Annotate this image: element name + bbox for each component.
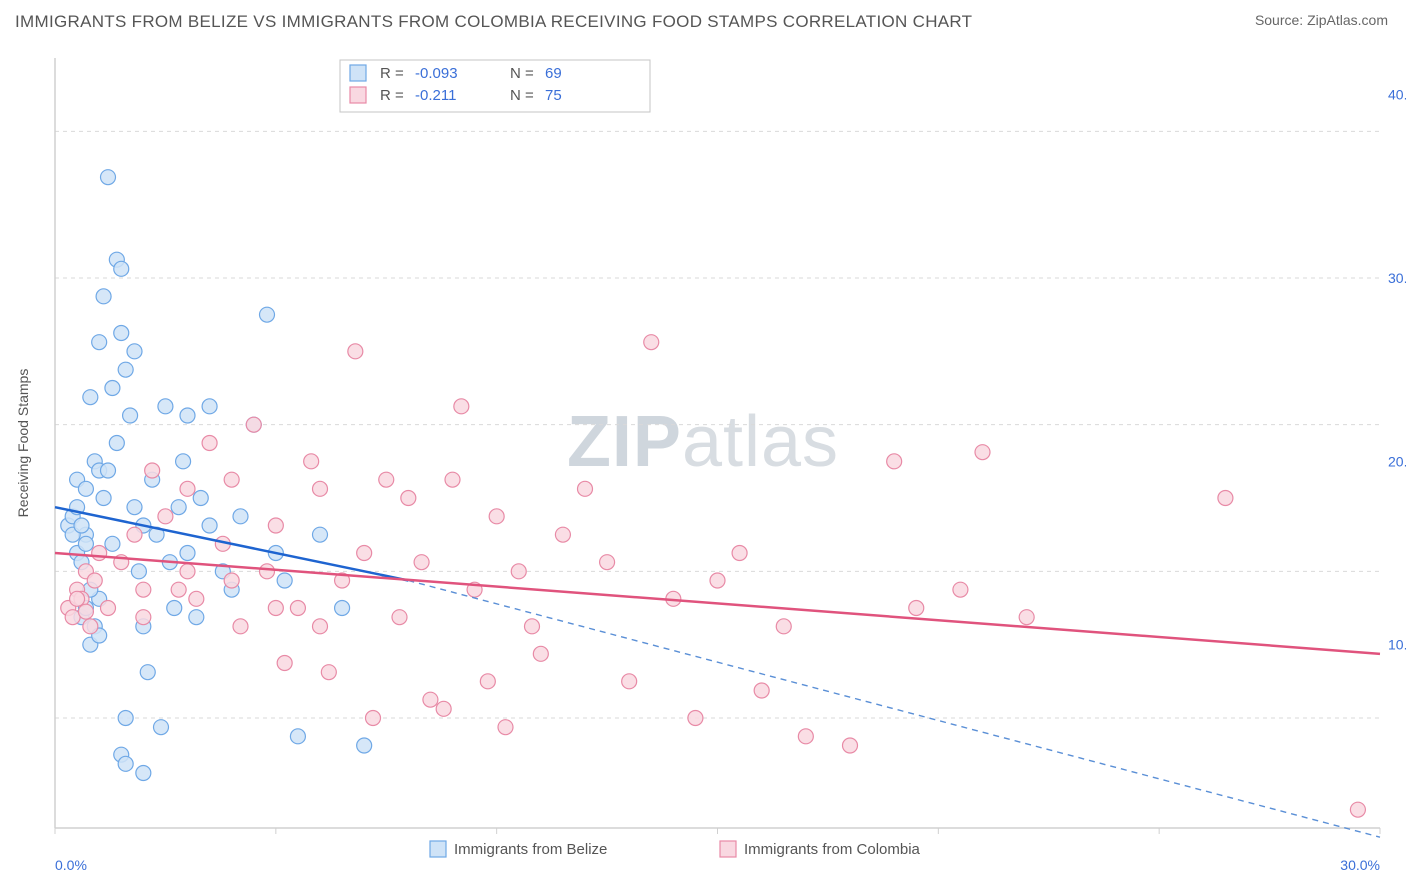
source-name: ZipAtlas.com <box>1307 12 1388 28</box>
svg-text:Receiving Food Stamps: Receiving Food Stamps <box>15 369 31 518</box>
svg-text:0.0%: 0.0% <box>55 857 87 873</box>
svg-text:40.0%: 40.0% <box>1388 87 1406 103</box>
svg-text:10.0%: 10.0% <box>1388 637 1406 653</box>
svg-text:30.0%: 30.0% <box>1388 270 1406 286</box>
svg-text:-0.211: -0.211 <box>415 87 456 104</box>
svg-text:30.0%: 30.0% <box>1340 857 1380 873</box>
svg-text:69: 69 <box>545 65 562 82</box>
svg-text:-0.093: -0.093 <box>415 65 458 82</box>
correlation-scatter-chart: 0.0% 30.0% 10.0% 20.0% 30.0% 40.0% Receiving F… <box>0 38 1406 892</box>
svg-text:N =: N = <box>510 65 534 82</box>
svg-text:R =: R = <box>380 87 404 104</box>
svg-text:Immigrants from Colombia: Immigrants from Colombia <box>744 841 921 858</box>
svg-text:N =: N = <box>510 87 534 104</box>
svg-text:Immigrants from Belize: Immigrants from Belize <box>454 841 607 858</box>
svg-text:R =: R = <box>380 65 404 82</box>
chart-title: IMMIGRANTS FROM BELIZE VS IMMIGRANTS FRO… <box>15 12 972 32</box>
svg-text:75: 75 <box>545 87 562 104</box>
svg-text:20.0%: 20.0% <box>1388 453 1406 469</box>
source-label: Source: <box>1255 12 1303 28</box>
source-attribution: Source: ZipAtlas.com <box>1255 12 1388 28</box>
